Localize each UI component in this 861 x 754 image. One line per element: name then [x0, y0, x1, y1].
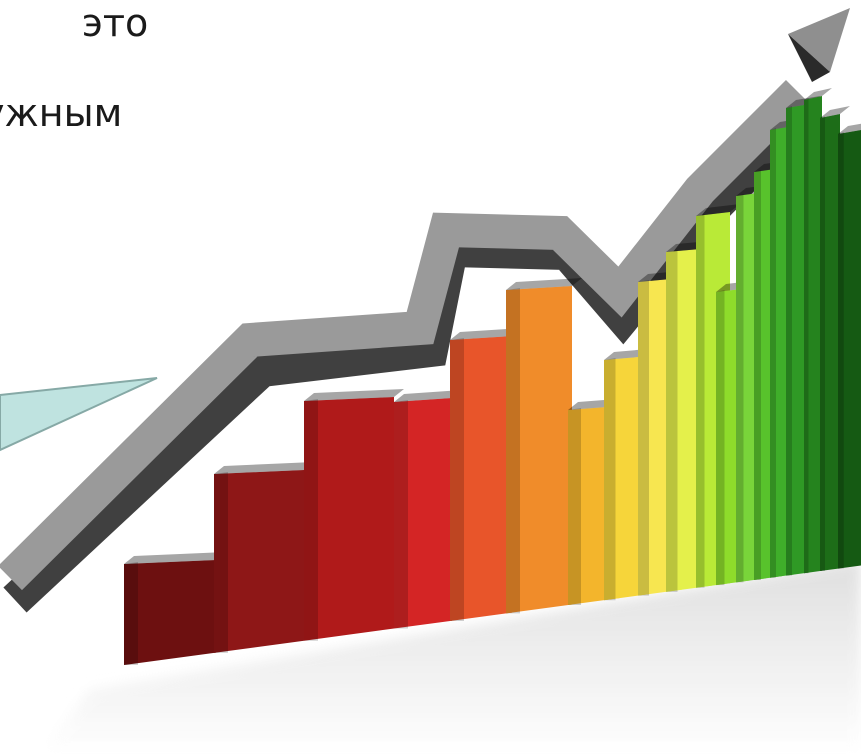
chart-bar-top — [506, 278, 582, 290]
chart-bar-top — [394, 390, 462, 402]
chart-bar-shade — [666, 250, 678, 592]
chart-bar-shade — [736, 194, 744, 583]
chart-bar-shade — [124, 562, 138, 665]
chart-bar — [804, 96, 822, 574]
chart-bar-shade — [450, 338, 464, 621]
chart-bar-top — [820, 106, 850, 118]
chart-bar-shade — [506, 288, 520, 614]
chart-bar — [838, 130, 861, 569]
chart-bar-shade — [754, 170, 761, 580]
chart-bar-shade — [820, 116, 825, 572]
chart-bar-top — [696, 204, 740, 216]
chart-bar-top — [304, 389, 404, 401]
floor-shadow — [40, 560, 861, 754]
chart-bar-top — [450, 328, 522, 340]
chart-bar-top — [804, 88, 832, 100]
chart-bar-shade — [214, 472, 228, 653]
arrow-head-icon — [788, 8, 850, 72]
arrow-head-shadow — [788, 34, 830, 82]
chart-bar — [506, 286, 572, 614]
chart-bar-shade — [304, 399, 318, 641]
bar-group — [124, 88, 861, 665]
chart-bar-shade — [716, 290, 725, 586]
chart-bar-shade — [638, 280, 649, 596]
slide-text-line-1: это — [82, 1, 149, 45]
chart-bar — [450, 336, 512, 621]
chart-bar-top — [214, 462, 314, 474]
chart-bar — [304, 397, 394, 641]
chart-bar-shade — [786, 106, 792, 576]
chart-bar — [124, 560, 216, 665]
rising-arrow — [0, 8, 850, 613]
chart-bar — [214, 470, 304, 653]
chart-bar — [820, 114, 840, 572]
chart-bar-shade — [838, 132, 844, 569]
chart-bar-top — [838, 123, 861, 134]
chart-bar — [394, 398, 452, 629]
arrow-shadow — [3, 98, 823, 613]
chart-bar-shade — [394, 400, 408, 629]
speech-bubble-tail — [0, 377, 158, 452]
chart-bar-shade — [770, 128, 776, 578]
arrow-body — [0, 79, 811, 591]
chart-bar-shade — [804, 98, 809, 574]
chart-bar-top — [124, 552, 226, 564]
chart-bar-shade — [604, 358, 616, 601]
slide-text-line-2: ужным — [0, 91, 123, 135]
chart-bar-shade — [568, 408, 581, 606]
chart-bar-shade — [696, 214, 705, 588]
